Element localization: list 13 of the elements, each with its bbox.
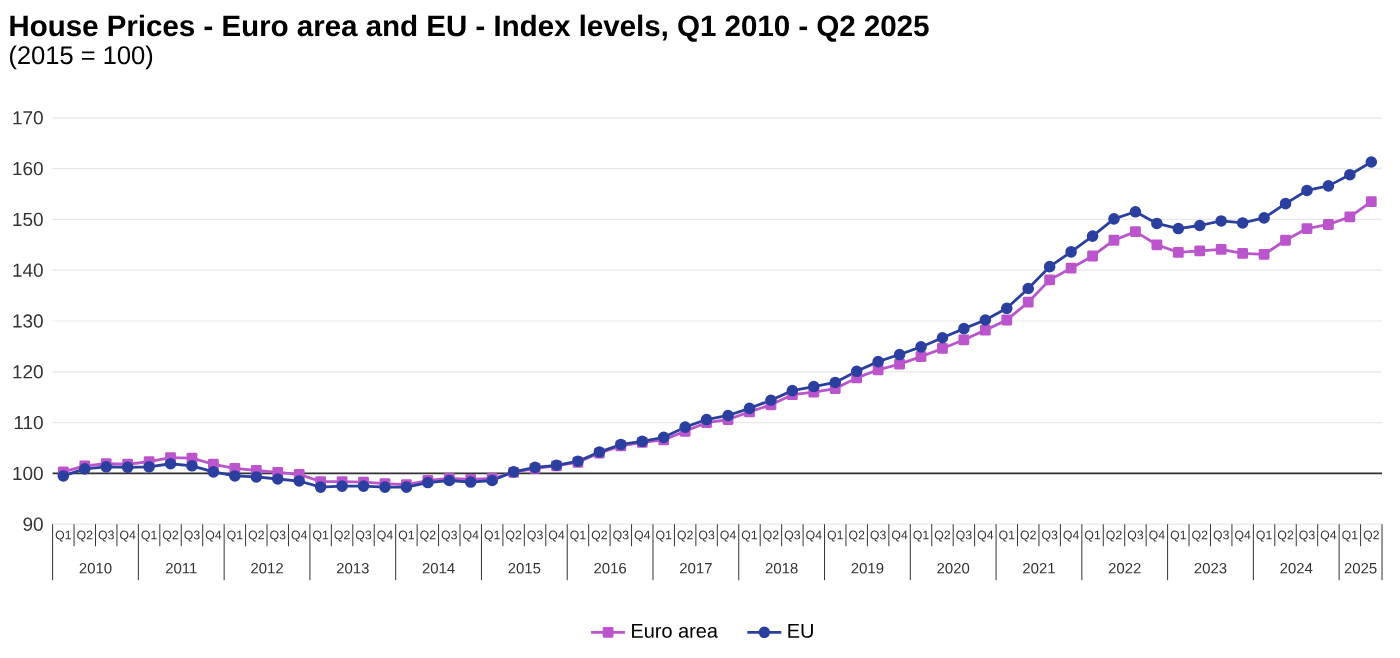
y-tick-label: 140 [13, 263, 43, 277]
y-tick-label: 170 [13, 111, 43, 125]
legend-label: EU [788, 623, 813, 638]
y-tick-label: 130 [13, 314, 43, 328]
y-tick-label: 110 [14, 415, 43, 430]
y-tick-label: 160 [13, 161, 43, 176]
legend-label: Euro area [632, 623, 718, 638]
y-tick-label: 100 [13, 466, 43, 481]
y-tick-label: 90 [23, 517, 43, 531]
y-tick-label: 150 [13, 212, 43, 227]
chart-title: House Prices - Euro area and EU - Index levels, Q1 2010 - Q2 2025 [10, 14, 929, 42]
y-tick-label: 120 [13, 365, 43, 379]
chart-subtitle: (2015 = 100) [10, 45, 153, 70]
